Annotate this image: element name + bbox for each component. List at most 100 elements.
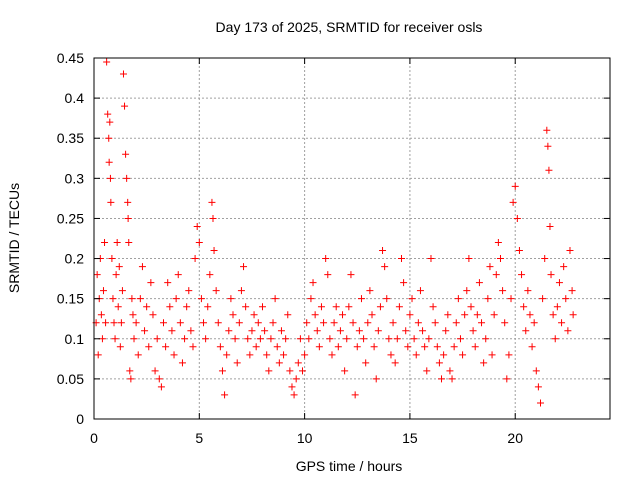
data-point bbox=[402, 327, 410, 335]
data-point bbox=[202, 335, 210, 343]
data-point bbox=[456, 335, 464, 343]
data-point bbox=[397, 255, 405, 263]
data-point bbox=[492, 271, 500, 279]
data-point bbox=[97, 311, 105, 319]
data-point bbox=[277, 327, 285, 335]
data-point bbox=[265, 367, 273, 375]
data-point bbox=[124, 198, 132, 206]
data-point bbox=[355, 327, 363, 335]
x-tick-label: 0 bbox=[90, 430, 98, 446]
y-tick-label: 0.15 bbox=[57, 291, 84, 307]
data-point bbox=[225, 327, 233, 335]
data-point bbox=[126, 367, 134, 375]
data-point bbox=[412, 351, 420, 359]
data-point bbox=[545, 166, 553, 174]
data-point bbox=[406, 311, 414, 319]
y-tick-label: 0.25 bbox=[57, 210, 84, 226]
data-point bbox=[191, 255, 199, 263]
data-point bbox=[496, 255, 504, 263]
data-point bbox=[252, 343, 260, 351]
data-point bbox=[212, 287, 220, 295]
data-point bbox=[221, 391, 229, 399]
data-point bbox=[136, 295, 144, 303]
data-point bbox=[357, 295, 365, 303]
data-point bbox=[187, 327, 195, 335]
data-point bbox=[98, 335, 106, 343]
data-point bbox=[216, 343, 224, 351]
data-point bbox=[389, 319, 397, 327]
data-point bbox=[509, 198, 517, 206]
data-point bbox=[94, 351, 102, 359]
data-point bbox=[181, 335, 189, 343]
data-point bbox=[362, 359, 370, 367]
plot-frame bbox=[93, 57, 611, 420]
data-point bbox=[121, 102, 129, 110]
data-point bbox=[106, 118, 114, 126]
data-point bbox=[459, 351, 467, 359]
y-tick-label: 0.35 bbox=[57, 130, 84, 146]
data-point bbox=[227, 295, 235, 303]
data-points bbox=[92, 58, 577, 407]
data-point bbox=[334, 343, 342, 351]
data-point bbox=[151, 367, 159, 375]
data-point bbox=[526, 311, 534, 319]
data-point bbox=[547, 271, 555, 279]
data-point bbox=[286, 367, 294, 375]
data-point bbox=[435, 359, 443, 367]
data-point bbox=[258, 303, 266, 311]
data-point bbox=[423, 367, 431, 375]
data-point bbox=[324, 271, 332, 279]
data-point bbox=[543, 126, 551, 134]
data-point bbox=[204, 303, 212, 311]
data-point bbox=[155, 375, 163, 383]
data-point bbox=[235, 319, 243, 327]
data-point bbox=[385, 335, 393, 343]
data-point bbox=[522, 327, 530, 335]
data-point bbox=[231, 335, 239, 343]
data-point bbox=[141, 327, 149, 335]
data-point bbox=[242, 303, 250, 311]
data-point bbox=[309, 279, 317, 287]
y-tick-label: 0.2 bbox=[65, 251, 85, 267]
data-point bbox=[425, 335, 433, 343]
data-point bbox=[116, 343, 124, 351]
data-point bbox=[505, 351, 513, 359]
data-point bbox=[267, 335, 275, 343]
data-point bbox=[391, 359, 399, 367]
data-point bbox=[328, 351, 336, 359]
data-point bbox=[125, 239, 133, 247]
data-point bbox=[475, 279, 483, 287]
data-point bbox=[147, 279, 155, 287]
data-point bbox=[296, 335, 304, 343]
data-point bbox=[332, 303, 340, 311]
data-point bbox=[566, 247, 574, 255]
data-point bbox=[164, 279, 172, 287]
data-point bbox=[448, 375, 456, 383]
data-point bbox=[400, 279, 408, 287]
grid-lines bbox=[94, 58, 610, 419]
y-tick-label: 0.4 bbox=[65, 90, 85, 106]
data-point bbox=[280, 351, 288, 359]
data-point bbox=[93, 271, 101, 279]
data-point bbox=[345, 303, 353, 311]
data-point bbox=[503, 375, 511, 383]
data-point bbox=[317, 303, 325, 311]
data-point bbox=[524, 287, 532, 295]
data-point bbox=[134, 351, 142, 359]
data-point bbox=[189, 343, 197, 351]
data-point bbox=[488, 351, 496, 359]
data-point bbox=[454, 295, 462, 303]
data-point bbox=[515, 247, 523, 255]
data-point bbox=[539, 295, 547, 303]
data-point bbox=[395, 303, 403, 311]
data-point bbox=[138, 263, 146, 271]
data-point bbox=[568, 287, 576, 295]
data-point bbox=[301, 351, 309, 359]
data-point bbox=[322, 255, 330, 263]
data-point bbox=[366, 287, 374, 295]
data-point bbox=[174, 271, 182, 279]
data-point bbox=[130, 335, 138, 343]
data-point bbox=[471, 343, 479, 351]
data-point bbox=[372, 375, 380, 383]
